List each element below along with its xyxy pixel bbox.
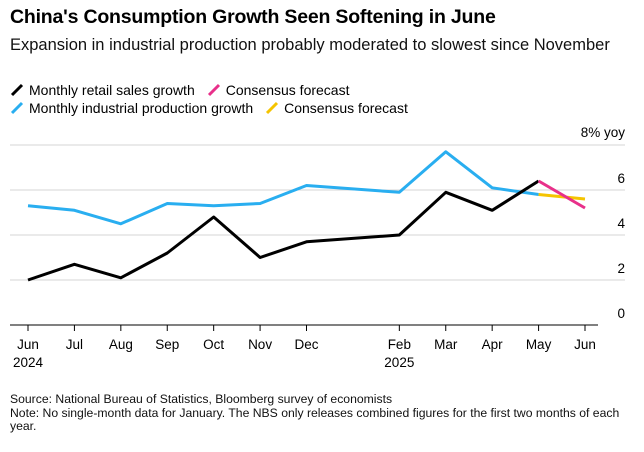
legend-item-retail-forecast: Consensus forecast bbox=[207, 82, 350, 98]
y-tick-label-4: 4 bbox=[617, 216, 625, 231]
x-tick-label-5: Nov bbox=[248, 337, 272, 352]
x-tick-label-4: Oct bbox=[203, 337, 224, 352]
x-tick-label-6: Dec bbox=[294, 337, 318, 352]
legend-swatch-retail bbox=[10, 83, 24, 97]
legend-label-retail: Monthly retail sales growth bbox=[29, 82, 195, 98]
legend-row-1: Monthly retail sales growth Consensus fo… bbox=[10, 81, 361, 99]
legend-label-retail-forecast: Consensus forecast bbox=[225, 82, 350, 98]
x-tick-label-9: Apr bbox=[482, 337, 504, 352]
source-note: Source: National Bureau of Statistics, B… bbox=[10, 392, 393, 406]
legend-row-2: Monthly industrial production growth Con… bbox=[10, 99, 420, 117]
x-tick-label-8: Mar bbox=[434, 337, 458, 352]
series-line-3 bbox=[538, 193, 586, 201]
chart-footer: Source: National Bureau of Statistics, B… bbox=[10, 392, 635, 434]
y-unit-label: 8% yoy bbox=[581, 125, 626, 140]
x-tick-year-7: 2025 bbox=[384, 355, 414, 370]
legend-item-retail: Monthly retail sales growth bbox=[10, 82, 195, 98]
data-note: Note: No single-month data for January. … bbox=[10, 405, 620, 433]
x-tick-label-7: Feb bbox=[388, 337, 411, 352]
y-tick-label-0: 0 bbox=[617, 306, 625, 321]
legend-label-industrial-forecast: Consensus forecast bbox=[284, 100, 408, 116]
legend-swatch-industrial-forecast bbox=[265, 101, 279, 115]
x-tick-label-0: Jun bbox=[17, 337, 39, 352]
x-tick-label-10: May bbox=[526, 337, 552, 352]
x-tick-label-3: Sep bbox=[155, 337, 179, 352]
legend-swatch-industrial bbox=[10, 101, 24, 115]
series-line-1 bbox=[537, 179, 586, 210]
chart-title: China's Consumption Growth Seen Softenin… bbox=[10, 6, 496, 28]
legend-label-industrial: Monthly industrial production growth bbox=[29, 100, 254, 116]
series-line-0 bbox=[27, 179, 540, 282]
x-tick-label-11: Jun bbox=[574, 337, 596, 352]
series-line-2 bbox=[27, 150, 539, 226]
x-tick-label-2: Aug bbox=[109, 337, 133, 352]
x-tick-year-0: 2024 bbox=[13, 355, 44, 370]
legend-item-industrial: Monthly industrial production growth bbox=[10, 100, 253, 116]
legend-swatch-retail-forecast bbox=[207, 83, 221, 97]
y-tick-label-2: 2 bbox=[617, 261, 625, 276]
legend-item-industrial-forecast: Consensus forecast bbox=[265, 100, 408, 116]
y-tick-label-6: 6 bbox=[617, 171, 625, 186]
x-tick-label-1: Jul bbox=[66, 337, 83, 352]
chart-subtitle: Expansion in industrial production proba… bbox=[10, 36, 610, 54]
